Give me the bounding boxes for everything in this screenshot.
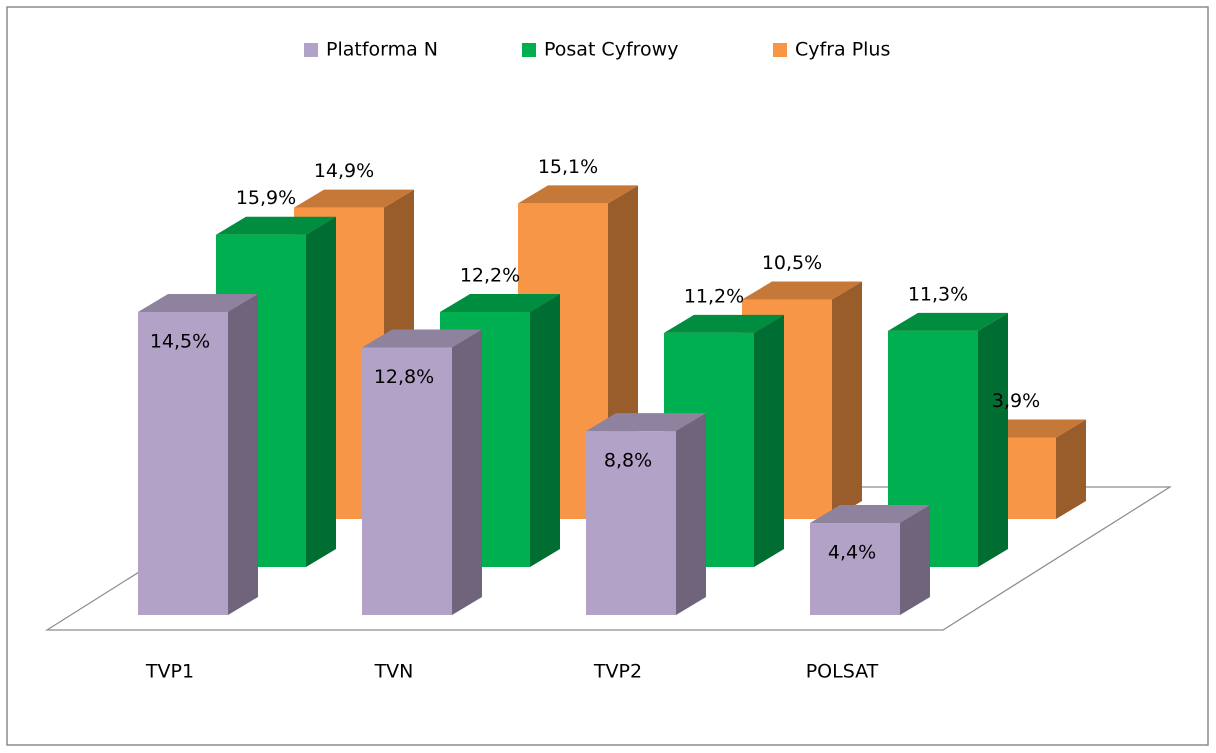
bar-side — [832, 281, 862, 519]
legend-label: Posat Cyfrowy — [544, 39, 678, 61]
bar-top — [664, 314, 784, 333]
bar — [362, 347, 452, 615]
data-label: 10,5% — [762, 252, 822, 274]
bar — [138, 311, 228, 615]
data-label: 11,2% — [684, 285, 744, 307]
bar-top — [138, 293, 258, 312]
data-label: 12,8% — [374, 366, 434, 388]
bar-side — [228, 293, 258, 615]
bar-top — [440, 294, 560, 313]
data-label: 11,3% — [908, 283, 968, 305]
x-tick-label: TVN — [374, 661, 414, 683]
bar-top — [742, 281, 862, 300]
legend-swatch — [773, 43, 787, 57]
x-tick-label: TVP2 — [593, 661, 642, 683]
data-label: 14,9% — [314, 160, 374, 182]
data-label: 12,2% — [460, 265, 520, 287]
bar-top — [810, 505, 930, 524]
legend-swatch — [522, 43, 536, 57]
bar-top — [216, 216, 336, 235]
bar-top — [888, 312, 1008, 331]
bar-top — [362, 329, 482, 348]
bar-top — [586, 413, 706, 432]
bar-side — [452, 329, 482, 615]
legend-swatch — [304, 43, 318, 57]
bar — [810, 523, 900, 615]
bar-side — [676, 413, 706, 615]
bar-side — [306, 216, 336, 567]
legend-label: Cyfra Plus — [795, 39, 890, 61]
legend-label: Platforma N — [326, 39, 438, 61]
bar-side — [754, 314, 784, 567]
x-tick-label: TVP1 — [145, 661, 194, 683]
bar-top — [518, 185, 638, 204]
bar-side — [900, 505, 930, 615]
bar-side — [530, 294, 560, 567]
bar — [586, 431, 676, 615]
data-label: 3,9% — [992, 390, 1040, 412]
bar-top — [294, 189, 414, 208]
data-label: 14,5% — [150, 330, 210, 352]
bar-side — [978, 312, 1008, 567]
data-label: 4,4% — [828, 542, 876, 564]
data-label: 15,9% — [236, 187, 296, 209]
x-tick-label: POLSAT — [806, 661, 879, 683]
data-label: 8,8% — [604, 450, 652, 472]
data-label: 15,1% — [538, 156, 598, 178]
bar-side — [1056, 419, 1086, 519]
